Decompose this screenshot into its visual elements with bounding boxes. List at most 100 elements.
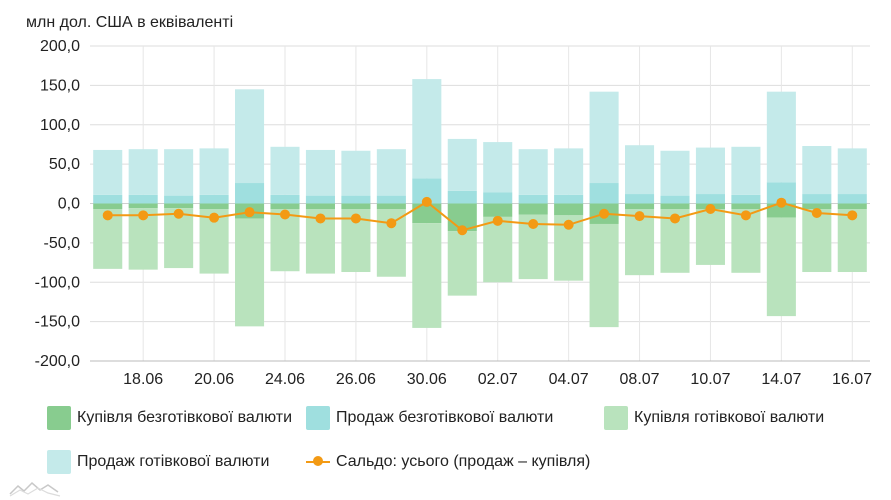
balance-point[interactable]: [811, 207, 822, 218]
bar-cash-sale[interactable]: [695, 147, 725, 195]
bar-noncash-purchase[interactable]: [660, 203, 690, 210]
balance-point[interactable]: [102, 210, 113, 221]
bar-noncash-sale[interactable]: [128, 194, 158, 204]
bar-noncash-sale[interactable]: [518, 194, 548, 204]
balance-point[interactable]: [634, 211, 645, 222]
bar-noncash-sale[interactable]: [589, 183, 619, 204]
bar-noncash-purchase[interactable]: [802, 203, 832, 210]
balance-point[interactable]: [847, 210, 858, 221]
balance-point[interactable]: [492, 215, 503, 226]
bar-noncash-purchase[interactable]: [731, 203, 761, 210]
bar-noncash-sale[interactable]: [837, 194, 867, 204]
bar-noncash-sale[interactable]: [554, 194, 584, 204]
balance-point[interactable]: [386, 218, 397, 229]
bar-noncash-sale[interactable]: [766, 182, 796, 204]
bar-noncash-purchase[interactable]: [199, 203, 229, 210]
bar-noncash-purchase[interactable]: [164, 203, 194, 209]
bar-cash-sale[interactable]: [270, 146, 300, 195]
bar-cash-purchase[interactable]: [802, 209, 832, 273]
legend-item-cash-purchase[interactable]: Купівля готівкової валюти: [604, 406, 824, 430]
bar-noncash-sale[interactable]: [341, 195, 371, 204]
bar-noncash-sale[interactable]: [235, 183, 265, 204]
legend-item-balance[interactable]: Сальдо: усього (продаж – купівля): [306, 450, 590, 474]
bar-noncash-sale[interactable]: [802, 194, 832, 204]
bar-noncash-purchase[interactable]: [376, 203, 406, 210]
x-tick-label: 10.07: [690, 371, 730, 388]
balance-point[interactable]: [350, 213, 361, 224]
bar-noncash-purchase[interactable]: [483, 203, 513, 217]
balance-point[interactable]: [740, 210, 751, 221]
bar-noncash-purchase[interactable]: [270, 203, 300, 210]
bar-noncash-sale[interactable]: [270, 194, 300, 204]
bar-cash-sale[interactable]: [376, 149, 406, 196]
bar-noncash-purchase[interactable]: [518, 203, 548, 215]
bar-cash-sale[interactable]: [518, 149, 548, 195]
bar-cash-sale[interactable]: [235, 89, 265, 184]
bar-cash-sale[interactable]: [837, 148, 867, 195]
bar-cash-sale[interactable]: [164, 149, 194, 196]
legend-item-noncash-purchase[interactable]: Купівля безготівкової валюти: [47, 406, 292, 430]
balance-point[interactable]: [173, 208, 184, 219]
balance-point[interactable]: [315, 213, 326, 224]
bar-noncash-sale[interactable]: [731, 194, 761, 204]
balance-point[interactable]: [457, 225, 468, 236]
bar-cash-sale[interactable]: [199, 148, 229, 195]
bar-cash-sale[interactable]: [93, 149, 123, 195]
bar-noncash-sale[interactable]: [199, 194, 229, 204]
bar-cash-purchase[interactable]: [412, 223, 442, 328]
bar-cash-sale[interactable]: [128, 149, 158, 195]
balance-point[interactable]: [599, 208, 610, 219]
bar-noncash-sale[interactable]: [447, 190, 477, 204]
legend-item-noncash-sale[interactable]: Продаж безготівкової валюти: [306, 406, 553, 430]
balance-point[interactable]: [776, 197, 787, 208]
bar-noncash-sale[interactable]: [695, 194, 725, 204]
bar-noncash-sale[interactable]: [376, 195, 406, 204]
bar-noncash-purchase[interactable]: [837, 203, 867, 210]
bar-cash-sale[interactable]: [554, 148, 584, 195]
balance-point[interactable]: [244, 207, 255, 218]
balance-point[interactable]: [670, 213, 680, 224]
bar-noncash-sale[interactable]: [660, 195, 690, 204]
bar-cash-sale[interactable]: [483, 142, 513, 193]
bar-cash-purchase[interactable]: [235, 218, 265, 327]
bar-noncash-sale[interactable]: [625, 194, 655, 204]
bar-cash-sale[interactable]: [731, 146, 761, 195]
balance-point[interactable]: [209, 212, 220, 223]
bar-cash-sale[interactable]: [589, 91, 619, 184]
balance-point[interactable]: [138, 210, 149, 221]
bar-noncash-purchase[interactable]: [128, 203, 158, 209]
bar-noncash-purchase[interactable]: [93, 203, 123, 210]
bar-cash-sale[interactable]: [625, 145, 655, 195]
bar-cash-purchase[interactable]: [447, 231, 477, 296]
balance-point[interactable]: [705, 204, 716, 215]
bar-noncash-purchase[interactable]: [766, 203, 796, 218]
bar-cash-sale[interactable]: [447, 138, 477, 191]
x-tick-label: 14.07: [761, 371, 801, 388]
bar-cash-purchase[interactable]: [695, 209, 725, 265]
bar-noncash-purchase[interactable]: [554, 203, 584, 216]
legend-item-cash-sale[interactable]: Продаж готівкової валюти: [47, 450, 269, 474]
bar-noncash-sale[interactable]: [483, 192, 513, 204]
bar-noncash-purchase[interactable]: [625, 203, 655, 210]
balance-point[interactable]: [280, 209, 290, 220]
bar-noncash-sale[interactable]: [93, 194, 123, 204]
x-tick-label: 18.06: [123, 371, 163, 388]
bar-cash-purchase[interactable]: [766, 217, 796, 317]
bar-cash-sale[interactable]: [766, 91, 796, 183]
bar-cash-sale[interactable]: [412, 79, 442, 179]
bar-noncash-purchase[interactable]: [305, 203, 335, 210]
bar-noncash-purchase[interactable]: [341, 203, 371, 210]
bar-cash-sale[interactable]: [305, 149, 335, 196]
balance-point[interactable]: [528, 218, 539, 229]
bar-noncash-sale[interactable]: [164, 195, 194, 204]
x-tick-label: 20.06: [194, 371, 234, 388]
bar-cash-sale[interactable]: [341, 150, 371, 196]
balance-point[interactable]: [421, 196, 432, 207]
bar-cash-sale[interactable]: [660, 150, 690, 196]
bar-cash-purchase[interactable]: [589, 223, 619, 328]
balance-point[interactable]: [563, 219, 574, 230]
bar-cash-sale[interactable]: [802, 146, 832, 195]
bar-cash-purchase[interactable]: [483, 216, 513, 283]
bar-noncash-sale[interactable]: [305, 195, 335, 204]
